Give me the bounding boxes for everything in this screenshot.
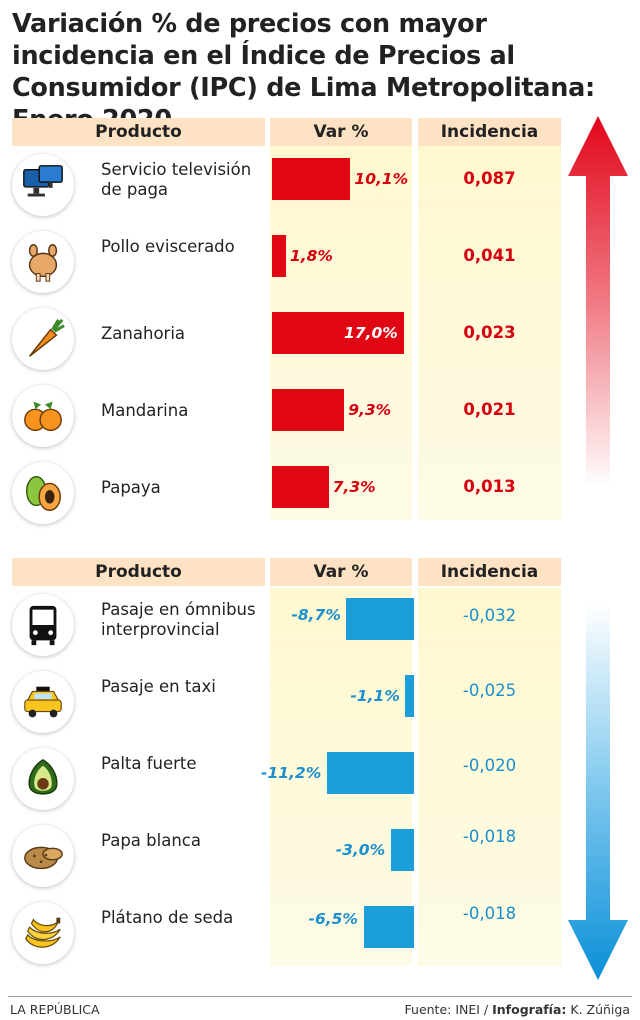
var-bar <box>272 466 329 508</box>
incidencia-value: 0,013 <box>463 477 516 496</box>
product-name: Pollo eviscerado <box>101 237 235 256</box>
incidencia-value: -0,018 <box>462 904 517 923</box>
product-name: Mandarina <box>101 401 189 420</box>
down-arrow-icon <box>568 605 628 980</box>
incidencia-value: -0,032 <box>462 606 517 625</box>
incidencia-value: 0,041 <box>463 246 516 265</box>
header-var-2: Var % <box>270 558 412 586</box>
var-label: 9,3% <box>348 401 392 419</box>
footer-divider <box>8 996 632 997</box>
table-row: Servicio televisión de paga 10,1% 0,087 <box>0 150 640 220</box>
var-label: -1,1% <box>350 687 400 705</box>
var-label: 7,3% <box>332 478 376 496</box>
var-bar <box>390 829 414 871</box>
credit-name: K. Zúñiga <box>566 1002 630 1017</box>
table-row: Papa blanca -3,0% -0,018 <box>0 821 640 891</box>
product-name: Pasaje en taxi <box>101 677 216 696</box>
product-name: Papaya <box>101 478 161 497</box>
var-label: -8,7% <box>291 606 341 624</box>
table-row: Mandarina 9,3% 0,021 <box>0 381 640 451</box>
bus-icon <box>12 594 74 656</box>
var-label: 17,0% <box>344 324 398 342</box>
product-name: Servicio televisión de paga <box>101 160 252 199</box>
var-label: 10,1% <box>354 170 409 188</box>
product-name: Palta fuerte <box>101 754 197 773</box>
banana-icon <box>12 902 74 964</box>
table-row: Pasaje en ómnibus interprovincial -8,7% … <box>0 590 640 660</box>
table-row: Pollo eviscerado 1,8% 0,041 <box>0 227 640 297</box>
taxi-icon <box>12 671 74 733</box>
header-incidencia-2: Incidencia <box>418 558 561 586</box>
var-bar <box>272 312 404 354</box>
product-name: Zanahoria <box>101 324 186 343</box>
var-bar <box>272 235 286 277</box>
table-row: Palta fuerte -11,2% -0,020 <box>0 744 640 814</box>
chicken-icon <box>12 231 74 293</box>
var-label: 1,8% <box>289 247 333 265</box>
var-bar <box>272 389 345 431</box>
papaya-icon <box>12 462 74 524</box>
var-bar <box>363 906 414 948</box>
tangerine-icon <box>12 385 74 447</box>
credit-label: Infografía: <box>492 1002 567 1017</box>
brand-label: LA REPÚBLICA <box>10 1002 100 1017</box>
product-name: Pasaje en ómnibus interprovincial <box>101 600 256 639</box>
incidencia-value: 0,023 <box>463 323 516 342</box>
incidencia-value: -0,018 <box>462 827 517 846</box>
avocado-icon <box>12 748 74 810</box>
table-row: Plátano de seda -6,5% -0,018 <box>0 898 640 968</box>
carrot-icon <box>12 308 74 370</box>
product-name: Papa blanca <box>101 831 201 850</box>
source-credit: Fuente: INEI / Infografía: K. Zúñiga <box>405 1002 630 1017</box>
incidencia-column-bg <box>418 146 561 520</box>
incidencia-value: 0,087 <box>463 169 516 188</box>
var-bar <box>405 675 414 717</box>
header-incidencia: Incidencia <box>418 118 561 146</box>
table-row: Papaya 7,3% 0,013 <box>0 458 640 528</box>
tv-monitor-icon <box>12 154 74 216</box>
product-name: Plátano de seda <box>101 908 234 927</box>
chart-title: Variación % de precios con mayor inciden… <box>12 9 595 135</box>
var-bar <box>272 158 351 200</box>
var-bar <box>346 598 414 640</box>
potato-icon <box>12 825 74 887</box>
source-label: Fuente: INEI / <box>404 1002 493 1017</box>
var-label: -6,5% <box>308 910 358 928</box>
up-arrow-icon <box>568 116 628 488</box>
header-producto: Producto <box>12 118 265 146</box>
incidencia-value: 0,021 <box>463 400 516 419</box>
header-var: Var % <box>270 118 412 146</box>
incidencia-value: -0,025 <box>462 681 517 700</box>
var-label: -3,0% <box>335 841 386 859</box>
table-row: Pasaje en taxi -1,1% -0,025 <box>0 667 640 737</box>
incidencia-value: -0,020 <box>462 756 517 775</box>
var-bar <box>327 752 414 794</box>
header-producto-2: Producto <box>12 558 265 586</box>
incidencia-column-bg-2 <box>418 588 561 966</box>
table-row: Zanahoria 17,0% 0,023 <box>0 304 640 374</box>
var-label: -11,2% <box>261 764 322 782</box>
